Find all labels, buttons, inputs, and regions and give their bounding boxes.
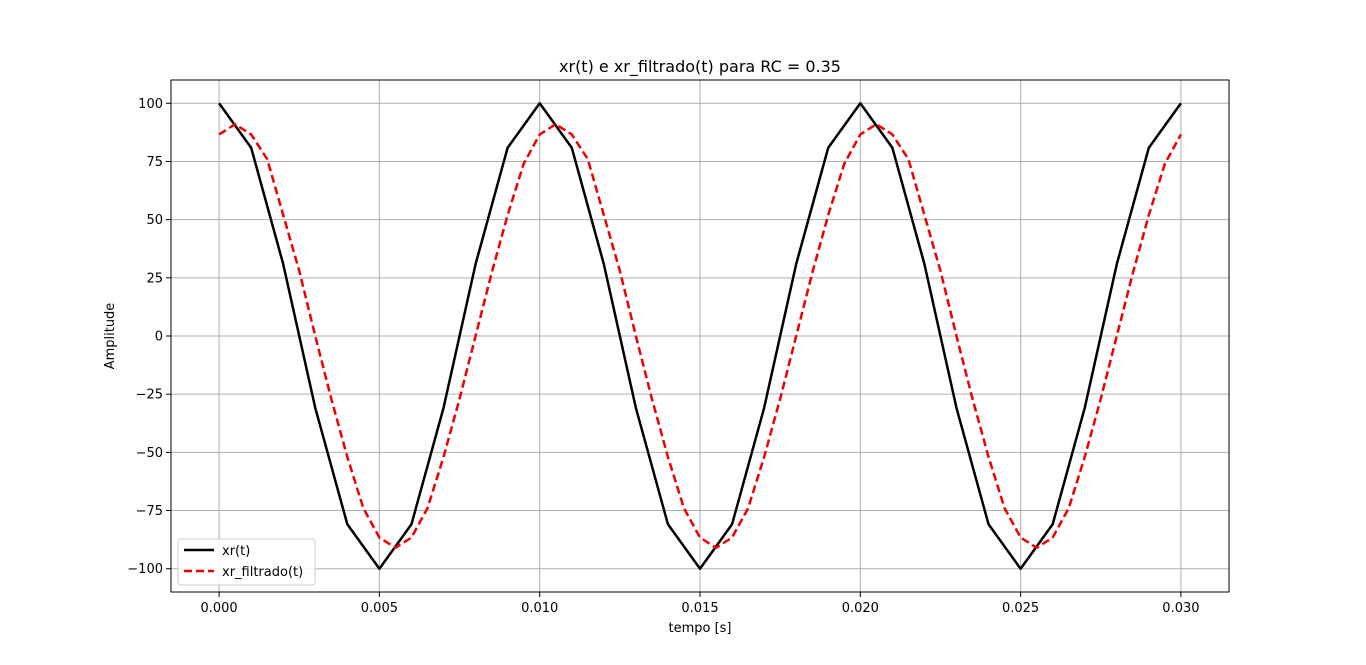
chart-title: xr(t) e xr_filtrado(t) para RC = 0.35 [559, 57, 841, 77]
x-tick-label: 0.005 [361, 601, 398, 616]
y-tick-label: 0 [155, 330, 163, 345]
series-layer [218, 102, 1183, 570]
x-tick-label: 0.030 [1162, 601, 1199, 616]
x-tick-label: 0.010 [521, 601, 558, 616]
y-axis-label: Amplitude [103, 303, 118, 370]
y-tick-label: 50 [146, 213, 163, 228]
legend-label-xr-filtrado: xr_filtrado(t) [222, 565, 303, 580]
series-line-xr-filtrado [218, 122, 1183, 550]
legend: xr(t) xr_filtrado(t) [177, 538, 316, 586]
y-tick-label: −50 [136, 446, 163, 461]
y-tick-label: −75 [136, 504, 163, 519]
x-tick-label: 0.000 [200, 601, 237, 616]
legend-label-xr: xr(t) [222, 544, 250, 559]
y-tick-label: −100 [127, 562, 163, 577]
y-tick-label: −25 [136, 388, 163, 403]
y-tick-label: 25 [146, 271, 163, 286]
x-tick-label: 0.015 [681, 601, 718, 616]
x-tick-label: 0.020 [842, 601, 879, 616]
x-axis: 0.000 0.005 0.010 0.015 0.020 0.025 0.030 [200, 592, 1200, 616]
x-axis-label: tempo [s] [668, 621, 731, 636]
x-tick-label: 0.025 [1002, 601, 1039, 616]
y-tick-label: 75 [146, 155, 163, 170]
series-line-xr [218, 102, 1182, 570]
y-tick-label: 100 [138, 97, 163, 112]
y-axis: 100 75 50 25 0 −25 −50 −75 −100 [127, 97, 171, 577]
grid [171, 80, 1229, 592]
